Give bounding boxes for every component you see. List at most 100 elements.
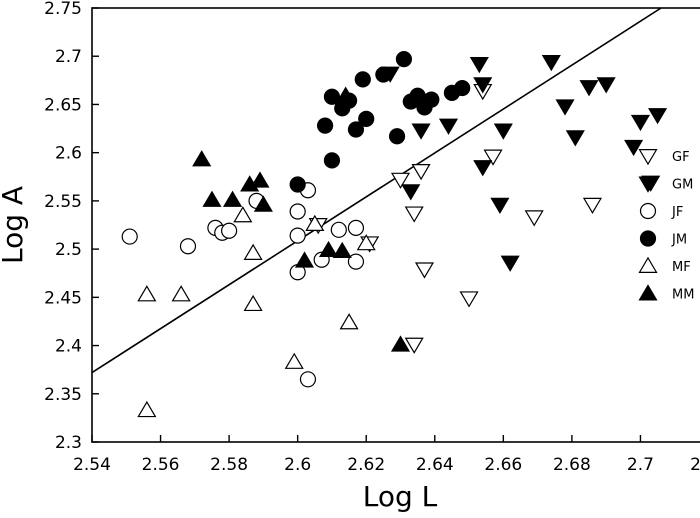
data-point-mm xyxy=(294,251,315,268)
data-point-mf xyxy=(305,214,325,232)
y-tick-label: 2.45 xyxy=(44,288,82,308)
y-tick-label: 2.7 xyxy=(55,47,82,67)
data-point-mf xyxy=(284,352,304,369)
data-point-gf xyxy=(404,206,424,223)
series-mm xyxy=(192,86,411,352)
data-point-gm xyxy=(469,56,489,74)
data-point-gm xyxy=(500,255,520,272)
legend-label: MM xyxy=(672,288,694,303)
legend-label: GF xyxy=(672,150,690,165)
legend-item-jf: JF xyxy=(639,202,683,220)
data-point-gm xyxy=(438,118,459,135)
y-tick-label: 2.35 xyxy=(44,385,82,405)
data-point-gm xyxy=(555,99,575,116)
data-point-mf xyxy=(137,400,157,418)
data-point-gf xyxy=(414,262,435,279)
legend-marker-jf xyxy=(639,202,657,220)
x-tick-label: 2.54 xyxy=(73,455,111,475)
data-point-gf xyxy=(524,210,544,227)
x-tick-label: 2.64 xyxy=(416,455,454,475)
y-tick-label: 2.4 xyxy=(55,337,82,357)
y-tick-label: 2.6 xyxy=(55,144,82,164)
data-point-gm xyxy=(490,197,510,215)
data-point-gm xyxy=(401,184,421,201)
x-tick-label: 2.68 xyxy=(553,455,591,475)
legend-marker-mf xyxy=(638,256,658,273)
legend-item-gf: GF xyxy=(638,149,690,166)
data-point-jf xyxy=(330,221,347,238)
y-tick-label: 2.55 xyxy=(44,192,82,212)
data-point-gm xyxy=(493,123,513,140)
data-point-gf xyxy=(483,149,503,166)
data-point-jm xyxy=(323,88,341,105)
data-point-mf xyxy=(243,294,263,312)
data-point-mf xyxy=(171,285,191,302)
data-point-mf xyxy=(233,206,253,223)
x-tick-label: 2.6 xyxy=(284,455,311,475)
series-jm xyxy=(289,51,471,193)
x-axis: 2.54 2.56 2.58 2.6 2.62 2.64 2.66 2.68 2.7 2.72 xyxy=(73,435,700,475)
data-point-gm xyxy=(411,123,431,140)
data-point-jf xyxy=(221,222,238,239)
data-point-jm xyxy=(454,79,471,97)
legend-label: MF xyxy=(672,260,691,275)
y-axis: 2.3 2.35 2.4 2.45 2.5 2.55 2.6 2.65 2.7 2.75 xyxy=(44,0,99,453)
legend-label: JF xyxy=(671,205,683,220)
data-point-mm xyxy=(336,86,356,103)
x-axis-title: Log L xyxy=(363,480,438,513)
x-tick-label: 2.66 xyxy=(484,455,522,475)
legend-marker-gm xyxy=(638,176,658,193)
data-point-gm xyxy=(648,108,668,125)
legend-item-mf: MF xyxy=(638,256,691,275)
legend-marker-jm xyxy=(639,230,657,247)
data-point-gm xyxy=(541,55,561,72)
data-point-mm xyxy=(253,195,273,212)
data-point-gf xyxy=(390,172,411,189)
series-gm xyxy=(380,55,668,272)
data-point-jf xyxy=(347,253,365,270)
regression-line xyxy=(91,7,662,374)
data-point-mm xyxy=(332,241,352,259)
data-points xyxy=(121,51,668,418)
data-point-gm xyxy=(579,80,599,97)
y-axis-title: Log A xyxy=(0,186,29,264)
x-tick-label: 2.62 xyxy=(347,455,385,475)
x-tick-label: 2.58 xyxy=(210,455,248,475)
data-point-gm xyxy=(473,77,493,94)
x-tick-label: 2.72 xyxy=(690,455,700,475)
data-point-mm xyxy=(222,190,243,207)
y-tick-label: 2.75 xyxy=(44,0,82,19)
data-point-jm xyxy=(347,121,365,138)
y-tick-label: 2.5 xyxy=(55,240,82,260)
data-point-jm xyxy=(289,176,306,193)
data-point-jf xyxy=(299,371,317,388)
data-point-mf xyxy=(356,234,376,251)
data-point-gm xyxy=(596,77,616,94)
data-point-gf xyxy=(459,291,479,308)
data-point-gm xyxy=(565,130,585,147)
data-point-jf xyxy=(289,227,306,244)
data-point-mf xyxy=(243,243,263,260)
data-point-gm xyxy=(624,139,644,157)
data-point-jm xyxy=(388,128,406,145)
legend-label: JM xyxy=(671,233,687,248)
legend-item-gm: GM xyxy=(638,176,693,193)
data-point-jm xyxy=(395,51,413,68)
y-tick-label: 2.3 xyxy=(55,433,82,453)
y-tick-label: 2.65 xyxy=(44,95,82,115)
legend-marker-mm xyxy=(638,284,658,301)
data-point-mm xyxy=(250,171,270,188)
series-jf xyxy=(121,182,365,388)
data-point-jm xyxy=(316,117,334,134)
data-point-mm xyxy=(390,335,411,352)
x-tick-label: 2.7 xyxy=(627,455,654,475)
legend-item-mm: MM xyxy=(638,284,694,303)
data-point-jm xyxy=(423,91,440,108)
data-point-mm xyxy=(202,190,222,207)
data-point-mm xyxy=(192,150,212,167)
data-point-jm xyxy=(323,152,341,169)
data-point-jf xyxy=(347,219,365,236)
legend: GF GM JF JM MF MM xyxy=(638,149,694,303)
data-point-jf xyxy=(179,238,197,255)
